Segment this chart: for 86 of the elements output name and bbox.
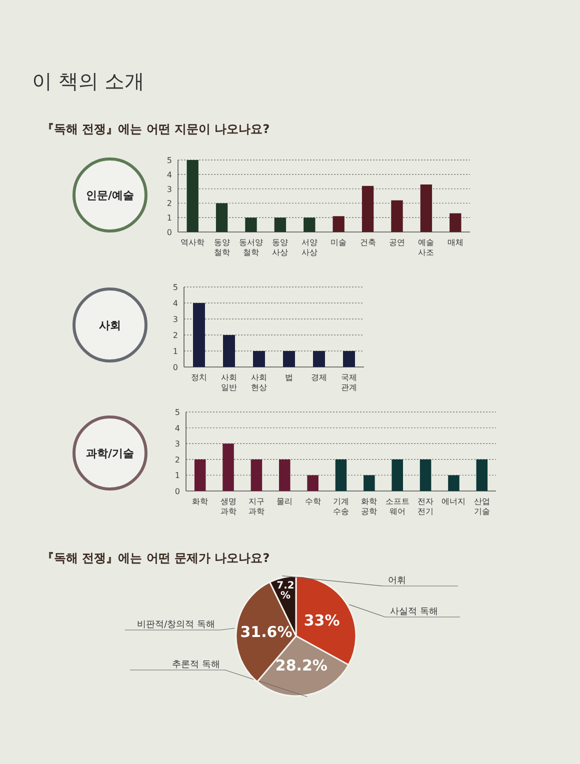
bar xyxy=(186,160,198,232)
x-tick-label: 전자 전기 xyxy=(418,497,434,516)
x-tick-label: 지구 과학 xyxy=(248,497,264,516)
bar xyxy=(250,459,262,491)
bar xyxy=(335,459,347,491)
text: 인문/예술 xyxy=(86,189,134,202)
bar xyxy=(420,184,432,232)
bar xyxy=(279,459,290,491)
x-tick-label: 경제 xyxy=(311,373,327,382)
chart-title: 『독해 전쟁』에는 어떤 문제가 나오나요? xyxy=(42,551,270,565)
bar xyxy=(245,218,257,232)
x-tick-label: 화학 xyxy=(192,497,208,506)
text: 사회 xyxy=(99,319,121,332)
x-tick-label: 화학 공학 xyxy=(361,497,378,516)
y-tick-label: 5 xyxy=(166,156,172,165)
y-tick-label: 5 xyxy=(172,283,178,292)
y-tick-label: 1 xyxy=(166,214,172,223)
data-label: 7.2 % xyxy=(276,580,294,602)
x-tick-label: 소프트 웨어 xyxy=(385,497,410,516)
y-tick-label: 0 xyxy=(174,487,180,496)
x-tick-label: 예술 사조 xyxy=(418,238,434,257)
x-tick-label: 에너지 xyxy=(442,497,466,506)
bar xyxy=(304,218,316,232)
x-tick-label: 동양 사상 xyxy=(272,238,288,257)
text: 이 책의 소개 xyxy=(32,69,145,93)
slice-label: 사실적 독해 xyxy=(390,607,438,617)
bar xyxy=(332,216,344,232)
bar xyxy=(392,459,403,491)
y-tick-label: 4 xyxy=(172,299,178,308)
y-tick-label: 0 xyxy=(166,228,172,237)
bar xyxy=(223,335,235,367)
bar xyxy=(307,475,318,491)
x-tick-label: 건축 xyxy=(360,238,376,247)
y-tick-label: 3 xyxy=(166,184,172,194)
x-tick-label: 수학 xyxy=(304,497,321,506)
bar xyxy=(343,351,355,367)
bar xyxy=(283,351,295,367)
bar xyxy=(216,203,228,232)
x-tick-label: 역사학 xyxy=(180,238,205,247)
y-tick-label: 0 xyxy=(172,363,178,372)
data-label: 31.6% xyxy=(240,623,292,642)
x-tick-label: 정치 xyxy=(191,373,207,382)
bar xyxy=(476,459,488,491)
bar xyxy=(420,459,432,491)
bar xyxy=(222,444,234,491)
x-tick-label: 공연 xyxy=(389,238,405,247)
y-tick-label: 5 xyxy=(174,408,180,417)
x-tick-label: 미술 xyxy=(330,238,347,247)
bar xyxy=(362,186,374,232)
slice-label: 추론적 독해 xyxy=(172,660,220,670)
bar xyxy=(313,351,325,367)
bar xyxy=(448,475,460,491)
x-tick-label: 생명 과학 xyxy=(220,497,236,516)
data-label: 33% xyxy=(304,612,340,630)
bar xyxy=(193,303,205,367)
x-tick-label: 동양 철학 xyxy=(214,238,230,257)
y-tick-label: 2 xyxy=(174,455,180,464)
bar xyxy=(450,213,462,232)
x-tick-label: 물리 xyxy=(276,497,293,506)
x-tick-label: 법 xyxy=(285,373,293,382)
y-tick-label: 1 xyxy=(174,471,180,480)
x-tick-label: 국제 관계 xyxy=(341,373,357,392)
x-tick-label: 매체 xyxy=(447,238,464,247)
slice-label: 어휘 xyxy=(388,576,406,586)
x-tick-label: 동서양 철학 xyxy=(239,238,263,257)
x-tick-label: 서양 사상 xyxy=(301,238,318,257)
bar xyxy=(253,351,265,367)
x-tick-label: 산업 기술 xyxy=(474,497,490,516)
bar xyxy=(391,200,403,232)
y-tick-label: 4 xyxy=(166,170,172,180)
x-tick-label: 사회 현상 xyxy=(251,373,267,392)
y-tick-label: 2 xyxy=(166,199,172,208)
slice-label: 비판적/창의적 독해 xyxy=(137,620,215,630)
chart-subtitle: 『독해 전쟁』에는 어떤 지문이 나오나요? xyxy=(42,122,270,136)
bar xyxy=(274,218,286,232)
y-tick-label: 2 xyxy=(172,331,178,340)
text: 과학/기술 xyxy=(86,447,134,460)
y-tick-label: 3 xyxy=(174,440,180,449)
x-tick-label: 사회 일반 xyxy=(221,373,237,392)
x-tick-label: 기계 수송 xyxy=(333,497,349,516)
data-label: 28.2% xyxy=(275,656,328,675)
y-tick-label: 1 xyxy=(172,347,178,356)
y-tick-label: 3 xyxy=(172,315,178,324)
y-tick-label: 4 xyxy=(174,424,180,433)
bar xyxy=(364,475,375,491)
bar xyxy=(194,459,206,491)
